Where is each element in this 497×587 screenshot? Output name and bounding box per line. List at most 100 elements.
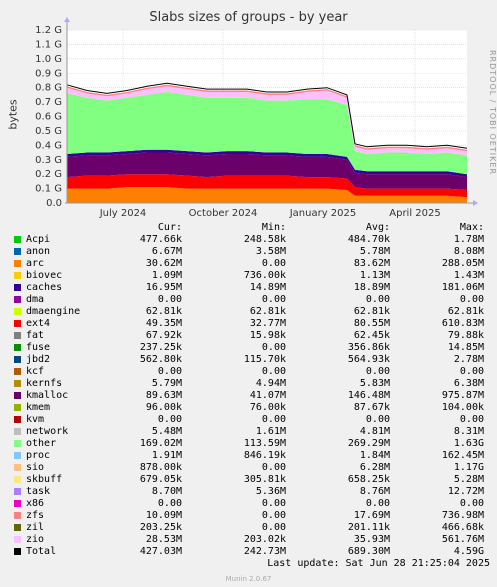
legend-name: x86 (26, 498, 45, 509)
legend-avg: 1.13M (359, 270, 390, 281)
legend-cur: 8.70M (151, 486, 182, 497)
last-update: Last update: Sat Jun 28 21:25:04 2025 (267, 558, 490, 569)
legend-min: 242.73M (243, 546, 286, 557)
area-zio (67, 86, 467, 156)
legend-cur: 49.35M (145, 318, 182, 329)
legend-name: zil (26, 522, 45, 533)
legend-min: 736.00k (243, 270, 286, 281)
legend-avg: 356.86k (347, 342, 390, 353)
munin-version: Munin 2.0.67 (225, 575, 272, 583)
legend-row: jbd2 562.80k 115.70k 564.93k 2.78M (12, 354, 492, 366)
y-tick-label: 0.6 G (35, 112, 62, 123)
legend-swatch (14, 404, 21, 411)
legend-min: 305.81k (243, 474, 286, 485)
legend-min: 0.00 (261, 342, 286, 353)
legend-name: kmalloc (26, 390, 69, 401)
legend-name: kcf (26, 366, 45, 377)
legend-row: sio 878.00k 0.00 6.28M 1.17G (12, 462, 492, 474)
legend-avg: 8.76M (359, 486, 390, 497)
legend-swatch (14, 512, 21, 519)
legend-min: 41.07M (249, 390, 286, 401)
col-min: Min: (261, 222, 286, 233)
legend: Cur: Min: Avg: Max: Acpi 477.66k 248.58k 48… (12, 222, 492, 558)
legend-min: 0.00 (261, 522, 286, 533)
legend-avg: 80.55M (353, 318, 390, 329)
area-kmalloc (67, 152, 467, 190)
legend-max: 736.98M (441, 510, 484, 521)
legend-avg: 5.78M (359, 246, 390, 257)
legend-swatch (14, 272, 21, 279)
legend-name: dma (26, 294, 45, 305)
legend-header: Cur: Min: Avg: Max: (12, 222, 492, 234)
legend-avg: 689.30M (347, 546, 390, 557)
legend-cur: 5.79M (151, 378, 182, 389)
legend-min: 1.61M (255, 426, 286, 437)
legend-cur: 562.80k (139, 354, 182, 365)
legend-name: other (26, 438, 57, 449)
legend-row: x86 0.00 0.00 0.00 0.00 (12, 498, 492, 510)
legend-avg: 17.69M (353, 510, 390, 521)
legend-row: fat 67.92k 15.98k 62.45k 79.88k (12, 330, 492, 342)
legend-row: anon 6.67M 3.58M 5.78M 8.08M (12, 246, 492, 258)
legend-avg: 484.70k (347, 234, 390, 245)
legend-name: anon (26, 246, 51, 257)
legend-cur: 169.02M (139, 438, 182, 449)
legend-swatch (14, 500, 21, 507)
legend-row: kvm 0.00 0.00 0.00 0.00 (12, 414, 492, 426)
legend-name: task (26, 486, 51, 497)
legend-swatch (14, 380, 21, 387)
legend-min: 14.89M (249, 282, 286, 293)
legend-name: Acpi (26, 234, 51, 245)
legend-name: network (26, 426, 69, 437)
legend-swatch (14, 524, 21, 531)
legend-min: 5.36M (255, 486, 286, 497)
y-tick-label: 0.7 G (35, 97, 62, 108)
y-tick-label: 0.5 G (35, 126, 62, 137)
legend-cur: 0.00 (157, 366, 182, 377)
legend-min: 0.00 (261, 462, 286, 473)
x-tick-label: January 2025 (289, 208, 357, 219)
legend-avg: 201.11k (347, 522, 390, 533)
legend-max: 62.81k (447, 306, 484, 317)
legend-row: zil 203.25k 0.00 201.11k 466.68k (12, 522, 492, 534)
legend-cur: 6.67M (151, 246, 182, 257)
legend-min: 203.02k (243, 534, 286, 545)
legend-cur: 477.66k (139, 234, 182, 245)
legend-row: other 169.02M 113.59M 269.29M 1.63G (12, 438, 492, 450)
legend-min: 76.00k (249, 402, 286, 413)
x-tick-label: April 2025 (389, 208, 440, 219)
legend-cur: 89.63M (145, 390, 182, 401)
legend-cur: 62.81k (145, 306, 182, 317)
x-tick-labels: July 2024 October 2024 January 2025 April 2… (99, 208, 441, 219)
area-caches (67, 149, 467, 178)
legend-max: 181.06M (441, 282, 484, 293)
legend-avg: 0.00 (365, 498, 390, 509)
legend-row: Total 427.03M 242.73M 689.30M 4.59G (12, 546, 492, 558)
legend-min: 0.00 (261, 294, 286, 305)
legend-row: caches 16.95M 14.89M 18.89M 181.06M (12, 282, 492, 294)
legend-swatch (14, 464, 21, 471)
legend-name: biovec (26, 270, 63, 281)
series-total-line (66, 82, 468, 149)
legend-cur: 10.09M (145, 510, 182, 521)
legend-min: 15.98k (249, 330, 286, 341)
y-tick-labels: 0.0 0.1 G 0.2 G 0.3 G 0.4 G 0.5 G 0.6 G 0.7 G 0.… (35, 25, 62, 209)
legend-max: 8.31M (453, 426, 484, 437)
legend-max: 6.38M (453, 378, 484, 389)
legend-name: kernfs (26, 378, 63, 389)
legend-min: 846.19k (243, 450, 286, 461)
legend-swatch (14, 488, 21, 495)
legend-min: 0.00 (261, 498, 286, 509)
legend-cur: 1.91M (151, 450, 182, 461)
legend-swatch (14, 332, 21, 339)
chart-axes (64, 17, 478, 206)
legend-swatch (14, 284, 21, 291)
area-arc (67, 187, 467, 203)
legend-swatch (14, 296, 21, 303)
legend-cur: 203.25k (139, 522, 182, 533)
legend-max: 2.78M (453, 354, 484, 365)
legend-min: 3.58M (255, 246, 286, 257)
legend-cur: 679.05k (139, 474, 182, 485)
area-ext4 (67, 174, 467, 198)
legend-swatch (14, 368, 21, 375)
